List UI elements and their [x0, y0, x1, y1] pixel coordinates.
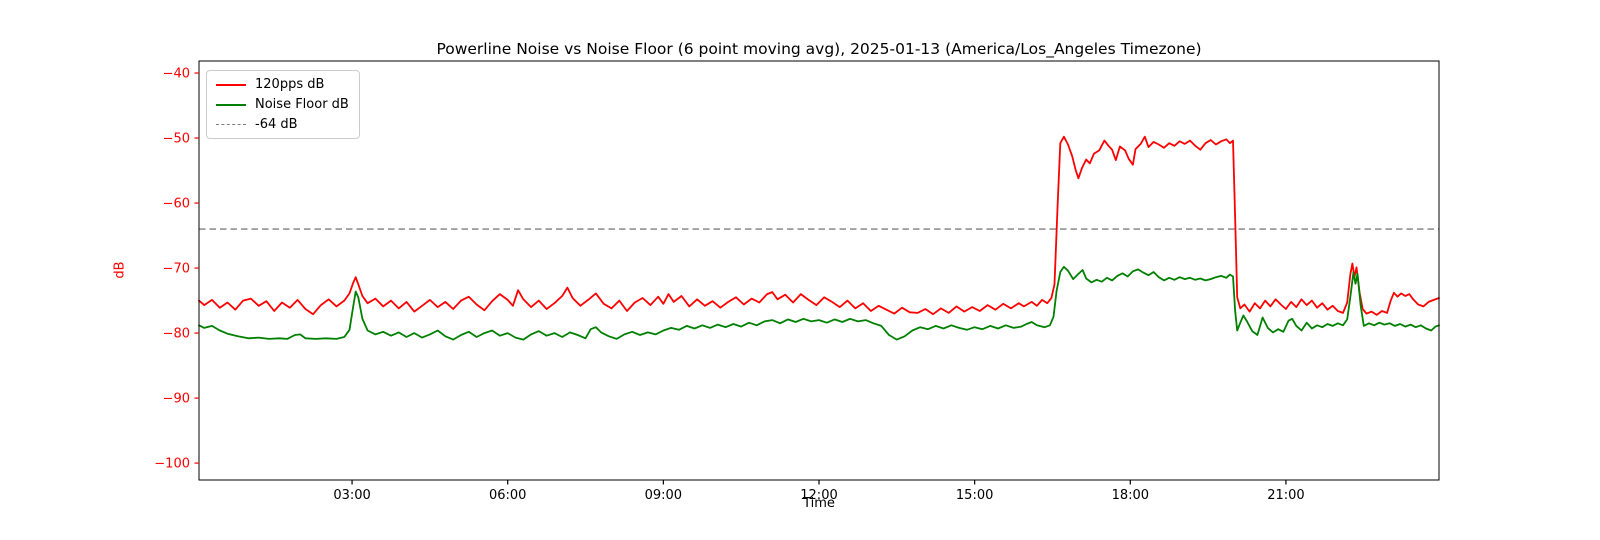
legend-label-120pps-db: 120pps dB: [255, 77, 325, 92]
legend-line-sample-64-db: [216, 124, 246, 125]
legend-label-64-db: -64 dB: [255, 117, 298, 132]
y-tick-label-40: −40: [163, 67, 190, 82]
y-tick-label-80: −80: [163, 327, 190, 342]
legend-item-noise-floor-db: Noise Floor dB: [216, 97, 349, 112]
legend-line-sample-120pps-db: [216, 83, 246, 86]
series-line-noise-floor-db: [198, 265, 1440, 341]
series-line-120pps-db: [198, 135, 1440, 316]
legend-line-sample-noise-floor-db: [216, 103, 246, 106]
y-tick-label-60: −60: [163, 197, 190, 212]
x-tick-label-09-00: 09:00: [645, 488, 682, 503]
legend-item-64-db: -64 dB: [216, 117, 349, 132]
x-tick-label-21-00: 21:00: [1267, 488, 1304, 503]
x-tick-label-06-00: 06:00: [489, 488, 526, 503]
x-tick-label-12-00: 12:00: [800, 488, 837, 503]
x-tick-label-15-00: 15:00: [956, 488, 993, 503]
plot-border: [198, 60, 1440, 481]
y-tick-label-70: −70: [163, 262, 190, 277]
y-tick-label-100: −100: [154, 457, 190, 472]
y-tick-label-90: −90: [163, 392, 190, 407]
legend: 120pps dB Noise Floor dB -64 dB: [206, 70, 360, 139]
x-axis-label: Time: [803, 496, 835, 511]
x-tick-label-18-00: 18:00: [1112, 488, 1149, 503]
y-axis-label: dB: [112, 261, 128, 279]
chart-title: Powerline Noise vs Noise Floor (6 point …: [436, 40, 1202, 58]
legend-label-noise-floor-db: Noise Floor dB: [255, 97, 349, 112]
x-tick-label-03-00: 03:00: [333, 488, 370, 503]
y-tick-label-50: −50: [163, 132, 190, 147]
legend-item-120pps-db: 120pps dB: [216, 77, 349, 92]
